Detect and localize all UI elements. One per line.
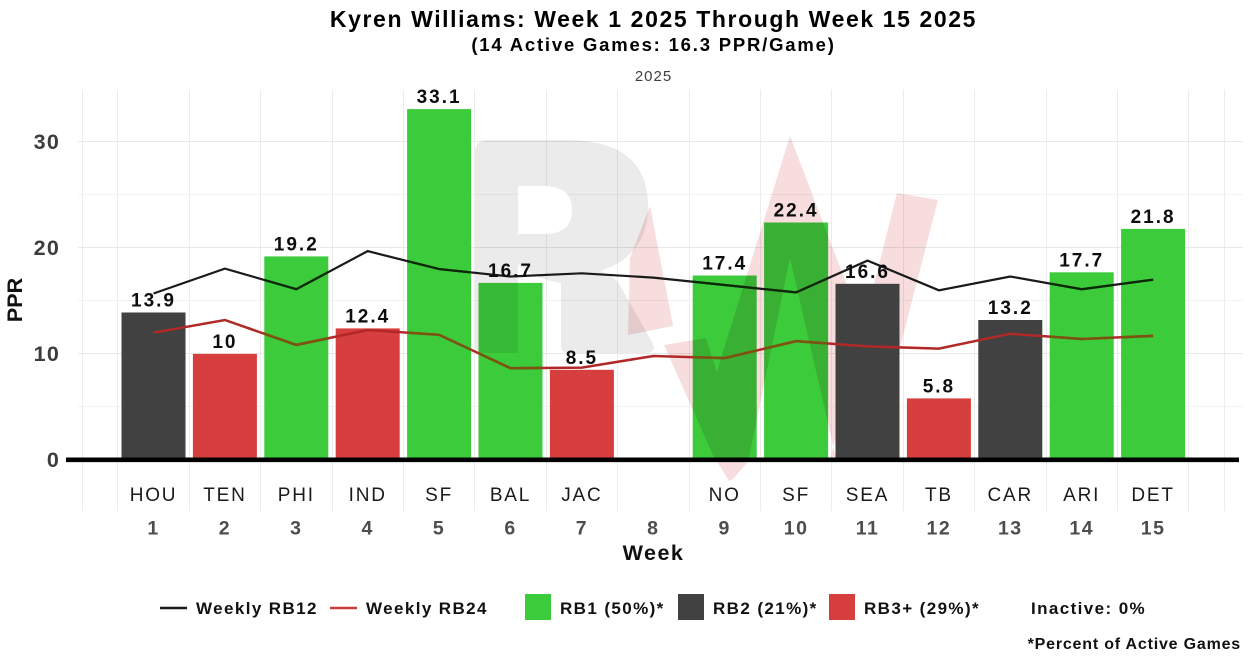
svg-text:10: 10: [784, 518, 809, 540]
svg-text:DET: DET: [1131, 485, 1174, 506]
svg-text:16.7: 16.7: [488, 261, 533, 282]
svg-text:3: 3: [290, 518, 302, 540]
svg-text:20: 20: [34, 236, 60, 260]
svg-text:NO: NO: [709, 485, 741, 506]
svg-text:2025: 2025: [635, 68, 672, 85]
svg-text:22.4: 22.4: [774, 201, 819, 222]
svg-text:10: 10: [34, 342, 60, 366]
svg-text:33.1: 33.1: [417, 87, 462, 108]
svg-text:10: 10: [212, 332, 237, 353]
svg-text:CAR: CAR: [988, 485, 1034, 506]
svg-text:ARI: ARI: [1063, 485, 1100, 506]
svg-text:5.8: 5.8: [923, 376, 955, 397]
svg-text:RB3+ (29%)*: RB3+ (29%)*: [864, 599, 980, 618]
svg-text:19.2: 19.2: [274, 234, 319, 255]
svg-text:Inactive: 0%: Inactive: 0%: [1031, 599, 1146, 618]
svg-text:2: 2: [219, 518, 231, 540]
svg-text:6: 6: [504, 518, 516, 540]
svg-text:14: 14: [1069, 518, 1094, 540]
svg-text:0: 0: [47, 448, 60, 472]
svg-text:PHI: PHI: [278, 485, 315, 506]
svg-text:SEA: SEA: [846, 485, 889, 506]
svg-text:4: 4: [362, 518, 374, 540]
svg-text:13.2: 13.2: [988, 298, 1033, 319]
svg-text:SF: SF: [425, 485, 453, 506]
svg-text:16.6: 16.6: [845, 262, 890, 283]
svg-text:TEN: TEN: [203, 485, 246, 506]
svg-text:1: 1: [147, 518, 159, 540]
svg-text:15: 15: [1141, 518, 1166, 540]
svg-text:IND: IND: [349, 485, 387, 506]
svg-text:8.5: 8.5: [566, 348, 598, 369]
svg-text:PPR: PPR: [3, 277, 27, 322]
svg-text:17.7: 17.7: [1059, 250, 1104, 271]
svg-text:Week: Week: [623, 541, 685, 565]
svg-text:SF: SF: [782, 485, 810, 506]
svg-text:8: 8: [647, 518, 659, 540]
svg-text:17.4: 17.4: [702, 254, 747, 275]
svg-text:21.8: 21.8: [1131, 207, 1176, 228]
svg-text:(14 Active Games: 16.3 PPR/Gam: (14 Active Games: 16.3 PPR/Game): [471, 34, 835, 55]
svg-text:RB2 (21%)*: RB2 (21%)*: [713, 599, 818, 618]
svg-text:TB: TB: [925, 485, 953, 506]
svg-text:Weekly RB24: Weekly RB24: [366, 599, 488, 618]
svg-text:Kyren Williams: Week 1 2025 Th: Kyren Williams: Week 1 2025 Through Week…: [330, 6, 977, 32]
svg-text:12: 12: [927, 518, 952, 540]
svg-text:RB1 (50%)*: RB1 (50%)*: [560, 599, 665, 618]
svg-text:7: 7: [576, 518, 588, 540]
svg-text:30: 30: [34, 130, 60, 154]
svg-text:*Percent of Active Games: *Percent of Active Games: [1028, 636, 1241, 653]
svg-text:HOU: HOU: [130, 485, 178, 506]
svg-text:13.9: 13.9: [131, 291, 176, 312]
svg-text:Weekly RB12: Weekly RB12: [196, 599, 318, 618]
svg-text:JAC: JAC: [561, 485, 602, 506]
svg-text:13: 13: [998, 518, 1023, 540]
svg-text:5: 5: [433, 518, 445, 540]
svg-text:9: 9: [719, 518, 731, 540]
svg-text:12.4: 12.4: [345, 306, 390, 327]
svg-text:11: 11: [856, 518, 880, 540]
svg-text:BAL: BAL: [490, 485, 531, 506]
